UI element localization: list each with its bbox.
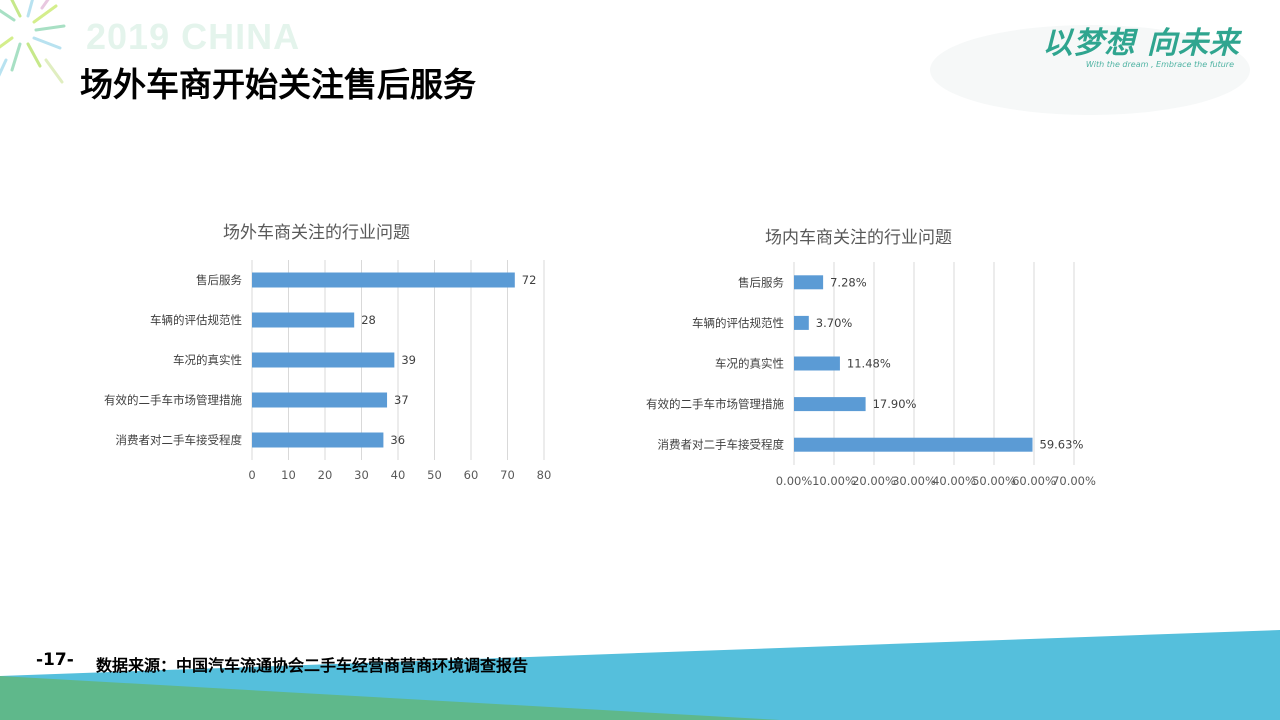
tick-label: 60 xyxy=(464,468,479,482)
category-label: 消费者对二手车接受程度 xyxy=(658,438,785,452)
tick-label: 20 xyxy=(318,468,333,482)
data-label: 39 xyxy=(401,353,416,367)
category-label: 消费者对二手车接受程度 xyxy=(116,433,243,447)
data-label: 11.48% xyxy=(847,357,891,371)
logo-slogan-en: With the dream , Embrace the future xyxy=(1043,60,1240,69)
data-label: 17.90% xyxy=(873,397,917,411)
tick-label: 60.00% xyxy=(1012,474,1056,488)
tick-label: 70 xyxy=(500,468,515,482)
category-label: 车辆的评估规范性 xyxy=(150,313,242,327)
bar xyxy=(252,272,515,288)
chart-offsite-dealers: 场外车商关注的行业问题 0 10 20 30 40 50 60 70 80 售后服务 72 车辆的评估… xyxy=(40,210,600,500)
tick-label: 80 xyxy=(537,468,552,482)
tick-label: 70.00% xyxy=(1052,474,1096,488)
brand-logo: 以梦想 向未来 With the dream , Embrace the fut… xyxy=(1043,18,1240,69)
bar xyxy=(794,315,809,330)
chart-title: 场内车商关注的行业问题 xyxy=(765,228,952,248)
tick-label: 50.00% xyxy=(972,474,1016,488)
tick-label: 40 xyxy=(391,468,406,482)
logo-slogan: 以梦想 向未来 xyxy=(1042,26,1240,61)
page-title: 场外车商开始关注售后服务 xyxy=(80,65,476,104)
tick-label: 20.00% xyxy=(852,474,896,488)
tick-label: 30.00% xyxy=(892,474,936,488)
firework-decoration xyxy=(0,0,66,84)
category-label: 有效的二手车市场管理措施 xyxy=(646,397,784,411)
bar xyxy=(794,275,824,290)
data-label: 59.63% xyxy=(1040,438,1084,452)
category-label: 售后服务 xyxy=(196,273,242,287)
tick-label: 40.00% xyxy=(932,474,976,488)
data-label: 7.28% xyxy=(830,275,867,289)
category-label: 有效的二手车市场管理措施 xyxy=(104,393,242,407)
glow-decoration xyxy=(930,25,1250,115)
bar xyxy=(252,432,384,448)
tick-label: 0.00% xyxy=(776,474,813,488)
tick-label: 10.00% xyxy=(812,474,856,488)
chart-onsite-dealers: 场内车商关注的行业问题 0.00% 10.00% 20.00% 30.00% 40.00… xyxy=(620,210,1140,510)
data-label: 36 xyxy=(390,433,405,447)
bar xyxy=(794,437,1033,452)
category-label: 车况的真实性 xyxy=(173,353,242,367)
watermark-text: 2019 CHINA xyxy=(86,16,301,57)
data-label: 28 xyxy=(361,313,376,327)
tick-label: 10 xyxy=(281,468,296,482)
data-label: 3.70% xyxy=(816,316,853,330)
page-number: -17- xyxy=(36,650,74,670)
logo-slogan-en-text: With the dream , Embrace the future xyxy=(1085,60,1234,69)
category-label: 售后服务 xyxy=(738,275,784,289)
chart-title: 场外车商关注的行业问题 xyxy=(223,223,410,243)
bar xyxy=(252,312,355,328)
tick-label: 30 xyxy=(354,468,369,482)
bar xyxy=(794,356,840,371)
chart-plot: 0 10 20 30 40 50 60 70 80 售后服务 72 车辆的评估规范性 28 车况的真实性 3… xyxy=(104,260,552,482)
category-label: 车辆的评估规范性 xyxy=(692,316,784,330)
data-label: 72 xyxy=(522,273,537,287)
bar xyxy=(252,352,395,368)
bar xyxy=(794,397,866,412)
category-label: 车况的真实性 xyxy=(715,357,784,371)
tick-label: 0 xyxy=(248,468,255,482)
bar xyxy=(252,392,388,408)
source-note: 数据来源：中国汽车流通协会二手车经营商营商环境调查报告 xyxy=(96,656,529,675)
chart-plot: 0.00% 10.00%20.00%30.00%40.00%50.00%60.00… xyxy=(646,262,1096,488)
data-label: 37 xyxy=(394,393,409,407)
bottom-green-band xyxy=(0,676,780,720)
tick-label: 50 xyxy=(427,468,442,482)
